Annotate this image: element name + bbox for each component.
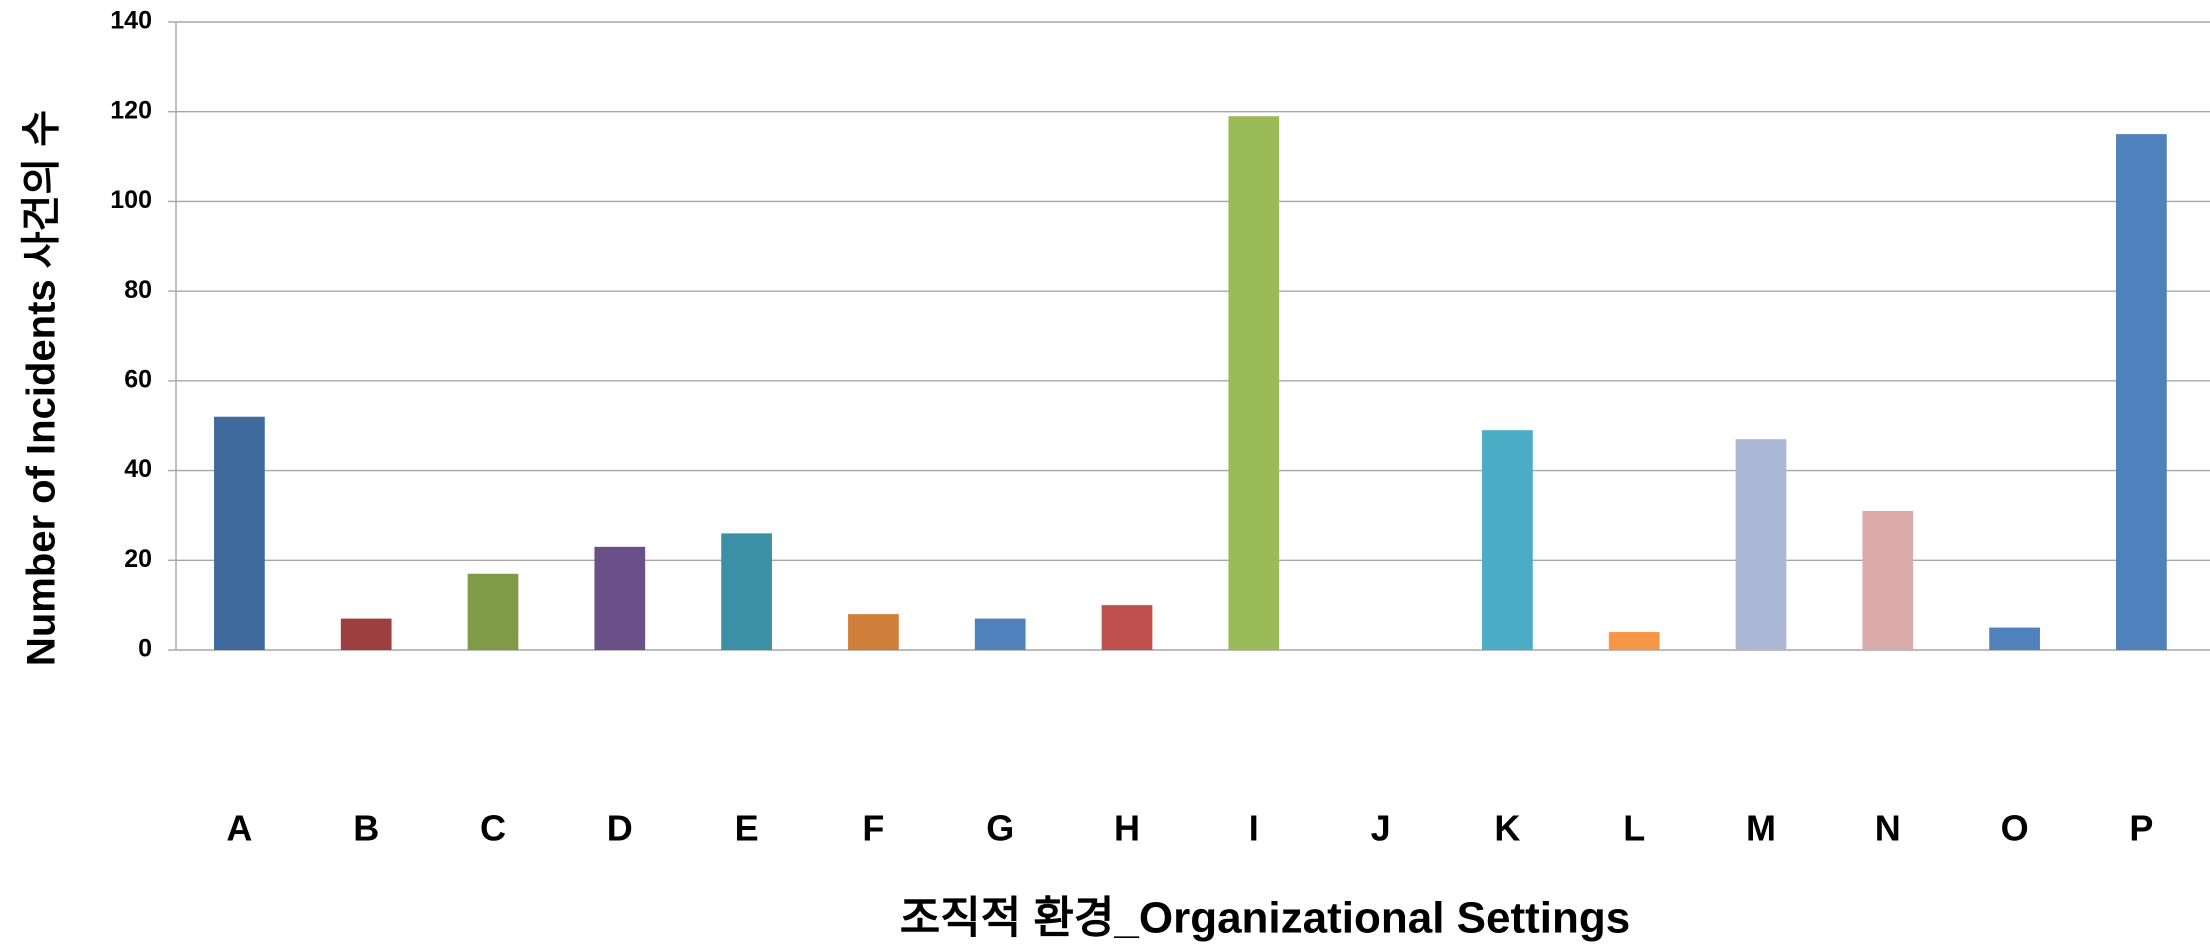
x-tick-label: J (1371, 808, 1391, 849)
x-tick-label: H (1114, 808, 1140, 849)
bar (1101, 605, 1153, 650)
y-tick-label: 40 (124, 455, 152, 483)
y-tick-label: 120 (110, 96, 152, 124)
bar (1482, 430, 1533, 650)
bar (974, 618, 1026, 650)
x-tick-label: P (2129, 808, 2153, 849)
y-tick-label: 60 (124, 365, 152, 393)
bar (214, 416, 265, 650)
bar (1228, 116, 1280, 650)
bar (1862, 510, 1914, 650)
x-tick-label: N (1875, 808, 1901, 849)
x-tick-label: F (862, 808, 884, 849)
bar (467, 573, 519, 650)
x-tick-label: L (1623, 808, 1645, 849)
bar (1608, 632, 1660, 650)
x-tick-label: I (1249, 808, 1259, 849)
bar (340, 618, 392, 650)
x-tick-label: E (735, 808, 759, 849)
y-tick-label: 140 (110, 7, 152, 35)
x-tick-label: B (353, 808, 379, 849)
bar (848, 614, 899, 650)
y-tick-label: 100 (110, 186, 152, 214)
y-tick-label: 20 (124, 545, 152, 573)
bar (594, 546, 646, 650)
y-tick-label: 80 (124, 276, 152, 304)
x-tick-label: A (226, 808, 252, 849)
y-axis-title: Number of Incidents 사건의 수 (20, 110, 64, 666)
x-tick-label: D (607, 808, 633, 849)
x-tick-label: M (1746, 808, 1776, 849)
x-tick-label: K (1494, 808, 1520, 849)
bar (1989, 627, 2040, 650)
y-tick-label: 0 (138, 635, 152, 663)
x-tick-label: G (986, 808, 1014, 849)
x-axis-title: 조직적 환경_Organizational Settings (900, 894, 1631, 943)
bar (1735, 439, 1787, 650)
bar (721, 533, 772, 650)
x-tick-label: O (2001, 808, 2029, 849)
x-tick-label: C (480, 808, 506, 849)
bar (2116, 134, 2167, 651)
